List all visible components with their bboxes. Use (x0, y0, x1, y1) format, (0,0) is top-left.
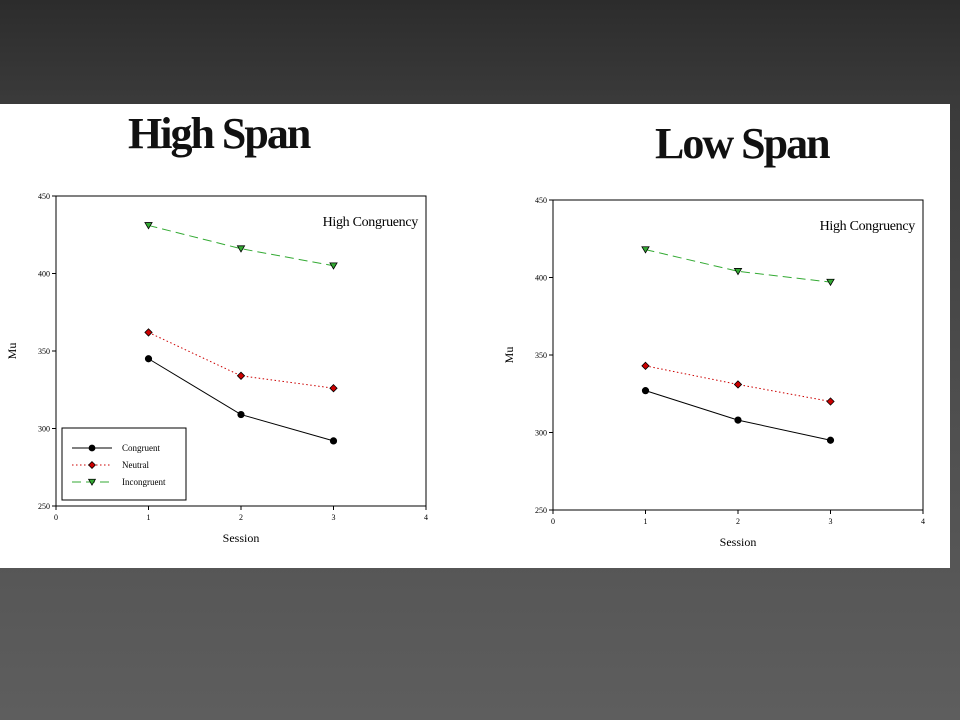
low-span-point-incongruent-2 (733, 268, 743, 276)
high-span-point-congruent-3 (329, 437, 338, 445)
low-span-point-congruent-3 (826, 436, 835, 444)
low-span-x-tick-label: 3 (829, 517, 833, 526)
low-span-plot-frame (552, 199, 924, 511)
chart-title-low-span: Low Span (655, 119, 831, 168)
high-span-series-line-incongruent (148, 224, 334, 267)
high-span-y-tick-label: 300 (38, 425, 50, 434)
high-span-x-tick-label: 4 (424, 513, 428, 522)
high-span-point-neutral-3 (329, 384, 338, 393)
low-span-point-incongruent-3 (826, 278, 835, 287)
high-span-x-tick-label: 2 (239, 513, 243, 522)
low-span-series-line-neutral (645, 365, 831, 402)
low-span-y-axis-label: Mu (502, 347, 516, 364)
high-span-point-incongruent-2 (236, 245, 246, 253)
low-span-annotation: High Congruency (820, 219, 916, 234)
low-span-y-tick-label: 400 (535, 274, 547, 283)
high-span-x-tick-label: 1 (147, 513, 151, 522)
low-span-y-tick-label: 450 (535, 196, 547, 205)
high-span-legend-label-neutral: Neutral (122, 460, 149, 470)
low-span-point-congruent-1 (641, 387, 650, 395)
high-span-point-incongruent-1 (144, 222, 153, 230)
high-span-legend-marker-neutral (88, 461, 96, 469)
low-span-x-tick-label: 0 (551, 517, 555, 526)
high-span-legend (61, 427, 187, 501)
high-span-y-tick-label: 350 (38, 347, 50, 356)
high-span-legend-label-congruent: Congruent (122, 443, 160, 453)
high-span-y-tick-label: 450 (38, 192, 50, 201)
high-span-point-congruent-1 (144, 355, 153, 363)
low-span-point-neutral-3 (826, 397, 835, 406)
high-span-x-tick-label: 0 (54, 513, 58, 522)
high-span-point-neutral-2 (236, 371, 246, 380)
high-span-y-axis-label: Mu (5, 343, 19, 360)
high-span-series-line-neutral (148, 331, 334, 389)
low-span-x-tick-label: 1 (644, 517, 648, 526)
chart-title-high-span: High Span (128, 109, 311, 158)
low-span-x-tick-label: 2 (736, 517, 740, 526)
low-span-point-incongruent-1 (641, 246, 650, 254)
low-span-point-neutral-2 (733, 380, 743, 389)
high-span-point-neutral-1 (144, 328, 153, 337)
low-span-point-congruent-2 (734, 416, 742, 424)
high-span-x-tick-label: 3 (332, 513, 336, 522)
high-span-y-tick-label: 400 (38, 270, 50, 279)
high-span-y-tick-label: 250 (38, 502, 50, 511)
low-span-y-tick-label: 250 (535, 506, 547, 515)
low-span-series-line-congruent (645, 390, 831, 441)
low-span-y-tick-label: 350 (535, 351, 547, 360)
low-span-x-axis-label: Session (720, 535, 757, 549)
high-span-legend-marker-incongruent (87, 478, 97, 486)
low-span-point-neutral-1 (641, 361, 650, 371)
low-span-series-line-incongruent (645, 249, 831, 283)
low-span-y-tick-label: 300 (535, 429, 547, 438)
high-span-legend-marker-congruent (88, 444, 96, 452)
low-span-x-tick-label: 4 (921, 517, 925, 526)
high-span-annotation: High Congruency (323, 215, 419, 230)
high-span-point-congruent-2 (237, 410, 245, 419)
high-span-legend-label-incongruent: Incongruent (122, 477, 166, 487)
high-span-x-axis-label: Session (223, 531, 260, 545)
high-span-point-incongruent-3 (329, 262, 338, 270)
